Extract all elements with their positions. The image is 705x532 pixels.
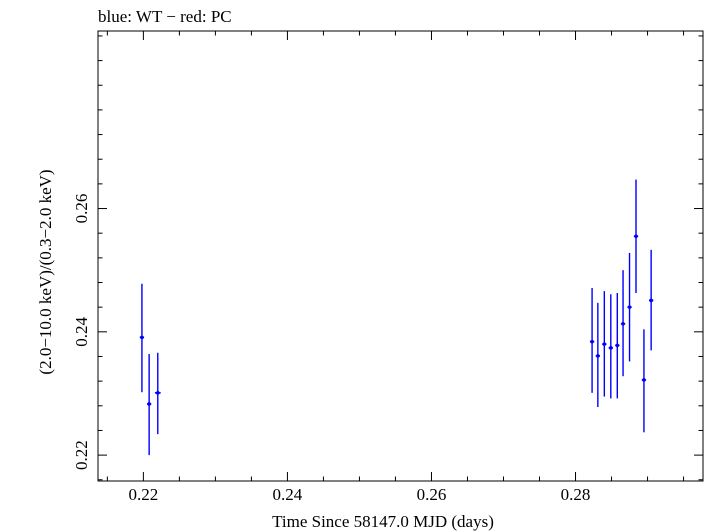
point-marker <box>627 305 632 309</box>
data-point-0 <box>139 283 145 393</box>
plot-frame <box>97 30 704 482</box>
y-axis-label: (2.0−10.0 keV)/(0.3−2.0 keV) <box>36 169 55 374</box>
point-marker <box>602 342 607 346</box>
x-tick-label-3: 0.28 <box>561 485 591 504</box>
x-tick-label-1: 0.24 <box>273 485 303 504</box>
point-marker <box>649 298 653 303</box>
point-marker <box>634 234 638 239</box>
point-marker <box>615 343 620 348</box>
x-axis: 0.22 0.24 0.26 0.28 <box>106 31 685 504</box>
y-axis: 0.22 0.24 0.26 <box>72 35 703 481</box>
data-point-8 <box>620 270 626 377</box>
data-point-12 <box>648 249 654 351</box>
data-point-1 <box>146 354 152 456</box>
point-marker <box>590 339 594 344</box>
point-marker <box>155 391 160 395</box>
data-point-7 <box>615 292 620 399</box>
data-point-6 <box>608 294 613 399</box>
point-marker <box>147 402 151 406</box>
point-marker <box>596 354 600 358</box>
x-tick-label-0: 0.22 <box>129 485 159 504</box>
x-tick-label-2: 0.26 <box>417 485 447 504</box>
y-tick-label-1: 0.24 <box>72 316 91 346</box>
x-axis-label: Time Since 58147.0 MJD (days) <box>272 512 494 531</box>
y-tick-label-2: 0.26 <box>72 194 91 224</box>
data-point-4 <box>595 302 601 408</box>
data-point-10 <box>633 179 639 293</box>
data-points <box>139 179 654 456</box>
point-marker <box>609 346 613 350</box>
point-marker <box>621 322 625 326</box>
data-point-5 <box>602 291 607 397</box>
data-point-2 <box>154 352 161 435</box>
data-point-3 <box>589 288 595 393</box>
data-point-11 <box>641 329 647 433</box>
point-marker <box>642 378 646 382</box>
point-marker <box>140 335 144 340</box>
y-tick-label-0: 0.22 <box>72 440 91 470</box>
chart-title: blue: WT − red: PC <box>98 7 232 26</box>
data-point-9 <box>627 252 632 362</box>
